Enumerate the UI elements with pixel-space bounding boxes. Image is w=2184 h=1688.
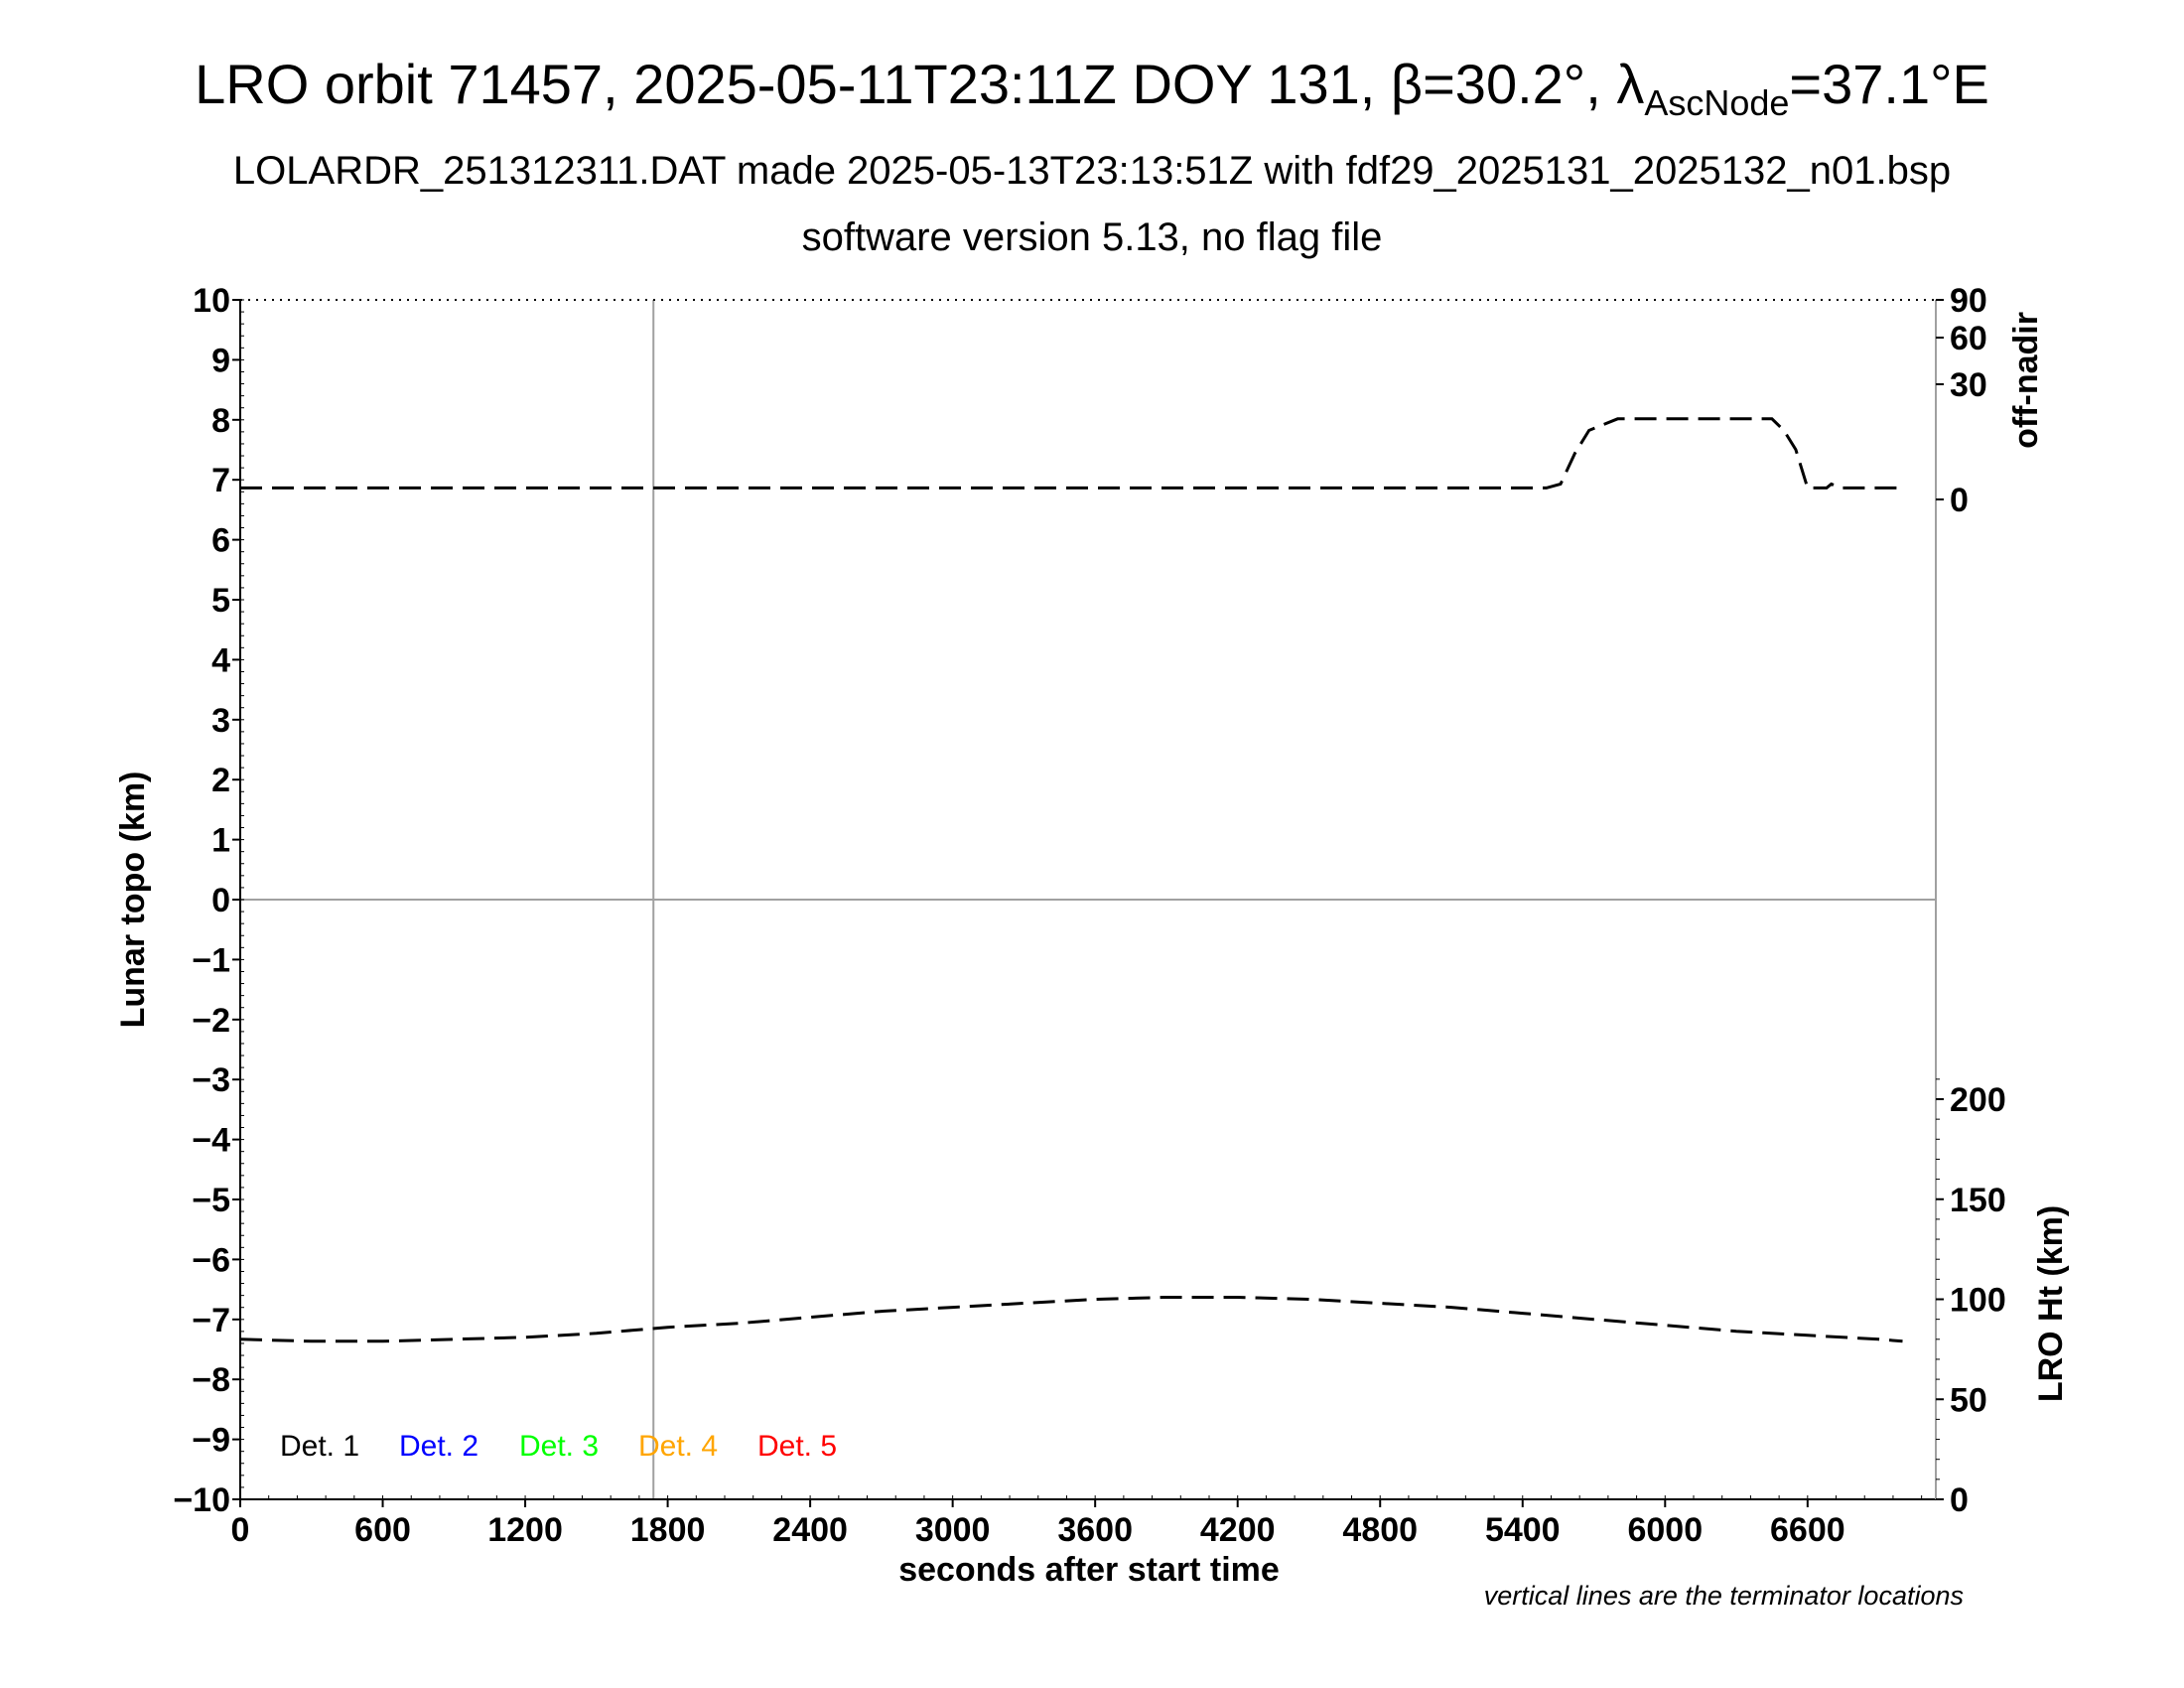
title-suffix: =37.1°E <box>1789 53 1989 115</box>
y-tick-label: 8 <box>211 402 230 440</box>
x-tick-label: 5400 <box>1485 1511 1561 1549</box>
x-tick-label: 1800 <box>630 1511 706 1549</box>
legend-item-det2: Det. 2 <box>399 1430 478 1463</box>
y-tick-label: 3 <box>211 702 230 740</box>
y-tick-label: −7 <box>192 1302 230 1339</box>
y-tick-label: 1 <box>211 822 230 860</box>
x-tick-label: 4800 <box>1342 1511 1418 1549</box>
y-tick-label: 10 <box>193 282 230 320</box>
title-subscript: AscNode <box>1644 82 1790 123</box>
legend-item-det5: Det. 5 <box>757 1430 837 1463</box>
y-tick-label: −3 <box>192 1061 230 1099</box>
y-tick-label: 7 <box>211 462 230 499</box>
legend-item-det3: Det. 3 <box>519 1430 599 1463</box>
lro-height-axis-label: LRO Ht (km) <box>2032 1205 2070 1402</box>
lro-height-series-line <box>239 1296 1903 1343</box>
y-tick-label: −9 <box>192 1422 230 1460</box>
terminator-footnote: vertical lines are the terminator locati… <box>1483 1581 1964 1611</box>
chart-title: LRO orbit 71457, 2025-05-11T23:11Z DOY 1… <box>0 52 2184 124</box>
x-tick-label: 6000 <box>1627 1511 1703 1549</box>
y-tick-label: 0 <box>211 882 230 919</box>
y-tick-label: 9 <box>211 342 230 379</box>
series-layer <box>239 417 1903 1343</box>
y-tick-label: −1 <box>192 941 230 979</box>
offnadir-series-line <box>240 417 1903 490</box>
chart-subtitle-file: LOLARDR_251312311.DAT made 2025-05-13T23… <box>232 149 1952 193</box>
y-tick-label: 6 <box>211 522 230 560</box>
y-tick-label: 4 <box>211 641 230 679</box>
offnadir-tick-label: 90 <box>1950 282 1987 320</box>
x-tick-label: 6600 <box>1770 1511 1845 1549</box>
legend-item-det1: Det. 1 <box>280 1430 359 1463</box>
y-tick-label: −6 <box>192 1241 230 1279</box>
y-tick-label: −2 <box>192 1002 230 1040</box>
height-tick-label: 100 <box>1950 1282 2006 1320</box>
x-tick-label: 600 <box>354 1511 411 1549</box>
offnadir-axis-label: off-nadir <box>2007 312 2045 449</box>
chart-subtitle-version: software version 5.13, no flag file <box>801 215 1383 259</box>
y-axis-label: Lunar topo (km) <box>114 772 152 1029</box>
x-tick-label: 1200 <box>487 1511 563 1549</box>
y-tick-label: 5 <box>211 582 230 620</box>
x-tick-label: 4200 <box>1200 1511 1276 1549</box>
y-tick-label: −4 <box>192 1122 230 1160</box>
offnadir-tick-label: 60 <box>1950 320 1987 357</box>
x-tick-label: 3600 <box>1057 1511 1133 1549</box>
height-tick-label: 50 <box>1950 1381 1987 1419</box>
grid-lines <box>240 300 1936 1499</box>
height-tick-label: 200 <box>1950 1081 2006 1119</box>
title-prefix: LRO orbit 71457, 2025-05-11T23:11Z DOY 1… <box>195 53 1645 115</box>
offnadir-tick-label: 0 <box>1950 482 1969 519</box>
x-tick-label: 0 <box>231 1511 250 1549</box>
y-tick-label: 2 <box>211 762 230 799</box>
x-tick-label: 2400 <box>772 1511 848 1549</box>
height-tick-label: 0 <box>1950 1481 1969 1519</box>
legend-item-det4: Det. 4 <box>638 1430 718 1463</box>
y-tick-label: −10 <box>173 1481 230 1519</box>
offnadir-tick-label: 30 <box>1950 366 1987 404</box>
x-tick-label: 3000 <box>915 1511 991 1549</box>
y-tick-label: −5 <box>192 1182 230 1219</box>
x-axis-label: seconds after start time <box>898 1551 1280 1589</box>
legend: Det. 1 Det. 2 Det. 3 Det. 4 Det. 5 <box>280 1430 837 1463</box>
y-tick-label: −8 <box>192 1361 230 1399</box>
height-tick-label: 150 <box>1950 1182 2006 1219</box>
